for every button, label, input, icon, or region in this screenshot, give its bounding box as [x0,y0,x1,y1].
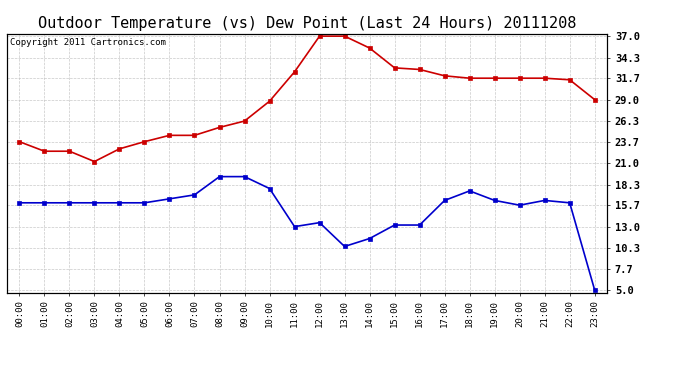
Title: Outdoor Temperature (vs) Dew Point (Last 24 Hours) 20111208: Outdoor Temperature (vs) Dew Point (Last… [38,16,576,31]
Text: Copyright 2011 Cartronics.com: Copyright 2011 Cartronics.com [10,38,166,46]
